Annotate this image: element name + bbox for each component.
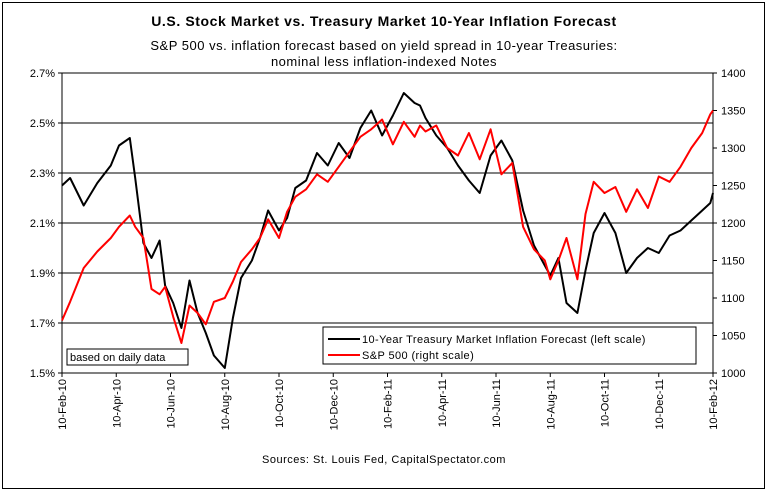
data-note: based on daily data bbox=[66, 348, 189, 366]
x-tick-label: 10-Apr-10 bbox=[111, 379, 123, 428]
x-tick-label: 10-Feb-10 bbox=[57, 379, 69, 430]
x-tick-label: 10-Oct-10 bbox=[274, 379, 286, 428]
left-tick-label: 1.9% bbox=[30, 268, 55, 280]
legend-label-sp500: S&P 500 (right scale) bbox=[362, 350, 474, 362]
grid-lines bbox=[62, 122, 713, 324]
right-axis-ticks: 1000 1050 1100 1150 1200 1250 1300 1350 1400 bbox=[713, 68, 745, 380]
x-tick-label: 10-Apr-11 bbox=[437, 379, 449, 427]
right-tick-label: 1350 bbox=[721, 106, 745, 118]
legend-label-inflation: 10-Year Treasury Market Inflation Foreca… bbox=[362, 334, 646, 346]
legend-box bbox=[322, 326, 697, 365]
left-tick-label: 1.5% bbox=[30, 368, 55, 380]
x-tick-label: 10-Aug-11 bbox=[545, 379, 557, 430]
series-line-sp500 bbox=[61, 109, 714, 344]
left-tick-label: 2.1% bbox=[30, 218, 55, 230]
x-tick-label: 10-Aug-10 bbox=[220, 379, 232, 430]
right-tick-label: 1250 bbox=[721, 181, 745, 193]
legend: 10-Year Treasury Market Inflation Foreca… bbox=[322, 326, 697, 365]
x-tick-label: 10-Jun-11 bbox=[491, 379, 503, 428]
x-tick-label: 10-Jun-10 bbox=[166, 379, 178, 429]
x-tick-label: 10-Feb-11 bbox=[383, 379, 395, 429]
left-tick-label: 2.7% bbox=[30, 68, 55, 80]
right-tick-label: 1150 bbox=[721, 256, 745, 268]
x-tick-label: 10-Dec-11 bbox=[654, 379, 666, 430]
data-note-text: based on daily data bbox=[70, 352, 166, 364]
right-tick-label: 1000 bbox=[721, 368, 745, 380]
right-tick-label: 1300 bbox=[721, 143, 745, 155]
x-tick-label: 10-Oct-11 bbox=[600, 379, 612, 427]
left-tick-label: 1.7% bbox=[30, 318, 55, 330]
data-note-box bbox=[66, 348, 189, 366]
left-tick-label: 2.5% bbox=[30, 118, 55, 130]
chart-subtitle-line-2: nominal less inflation-indexed Notes bbox=[271, 54, 497, 69]
chart-subtitle-line-1: S&P 500 vs. inflation forecast based on … bbox=[150, 38, 617, 53]
right-tick-label: 1200 bbox=[721, 218, 745, 230]
right-tick-label: 1050 bbox=[721, 331, 745, 343]
right-tick-label: 1100 bbox=[721, 293, 745, 305]
left-tick-label: 2.3% bbox=[30, 168, 55, 180]
right-tick-label: 1400 bbox=[721, 68, 745, 80]
series-layer bbox=[61, 92, 714, 369]
chart-title: U.S. Stock Market vs. Treasury Market 10… bbox=[151, 13, 617, 29]
x-tick-label: 10-Feb-12 bbox=[708, 379, 720, 430]
x-axis-ticks: 10-Feb-10 10-Apr-10 10-Jun-10 10-Aug-10 10-O… bbox=[57, 373, 720, 430]
left-axis-ticks: 1.5% 1.7% 1.9% 2.1% 2.3% 2.5% 2.7% bbox=[30, 68, 62, 380]
source-text: Sources: St. Louis Fed, CapitalSpectator… bbox=[262, 454, 506, 466]
series-line-inflation bbox=[61, 92, 714, 369]
x-tick-label: 10-Dec-10 bbox=[328, 379, 340, 430]
